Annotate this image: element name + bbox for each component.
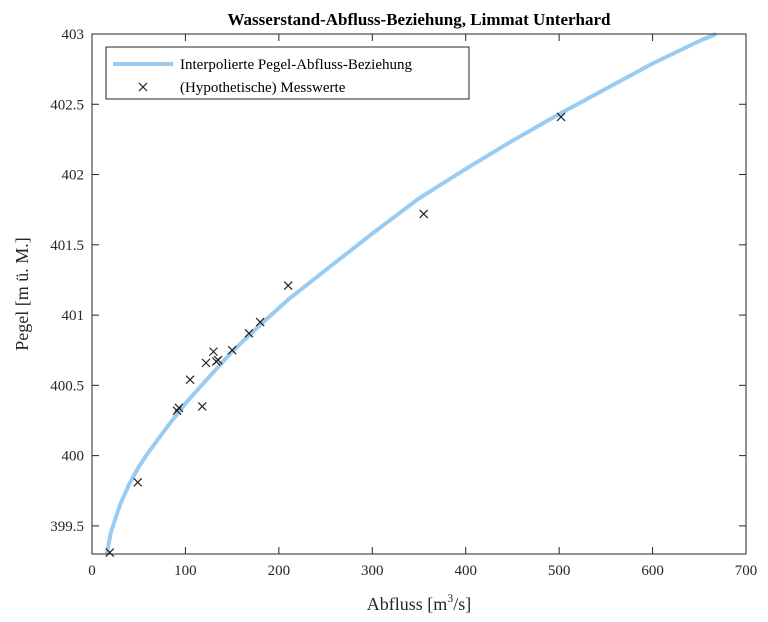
x-tick-label: 500	[548, 563, 571, 579]
x-tick-label: 0	[88, 563, 96, 579]
x-tick-label: 400	[454, 563, 477, 579]
legend: Interpolierte Pegel-Abfluss-Beziehung (H…	[106, 47, 469, 99]
y-tick-label: 402.5	[50, 97, 84, 113]
chart-title: Wasserstand-Abfluss-Beziehung, Limmat Un…	[228, 10, 612, 29]
y-tick-label: 402	[62, 168, 85, 184]
legend-label-curve: Interpolierte Pegel-Abfluss-Beziehung	[180, 57, 413, 73]
y-tick-label: 400	[62, 449, 85, 465]
y-tick-label: 401.5	[50, 238, 84, 254]
y-tick-label: 401	[62, 308, 85, 324]
y-tick-label: 400.5	[50, 378, 84, 394]
x-axis-label: Abfluss [m3/s]	[367, 591, 472, 614]
x-tick-label: 300	[361, 563, 384, 579]
y-axis-label: Pegel [m ü. M.]	[12, 237, 32, 350]
x-axis-label-suffix: /s]	[453, 594, 471, 614]
y-tick-label: 399.5	[50, 519, 84, 535]
x-tick-label: 200	[268, 563, 291, 579]
x-tick-label: 700	[735, 563, 758, 579]
x-tick-label: 600	[641, 563, 664, 579]
x-axis-label-prefix: Abfluss [m	[367, 594, 448, 614]
legend-label-markers: (Hypothetische) Messwerte	[180, 80, 346, 96]
x-tick-label: 100	[174, 563, 197, 579]
y-tick-label: 403	[62, 27, 85, 43]
plot-area	[92, 34, 746, 554]
